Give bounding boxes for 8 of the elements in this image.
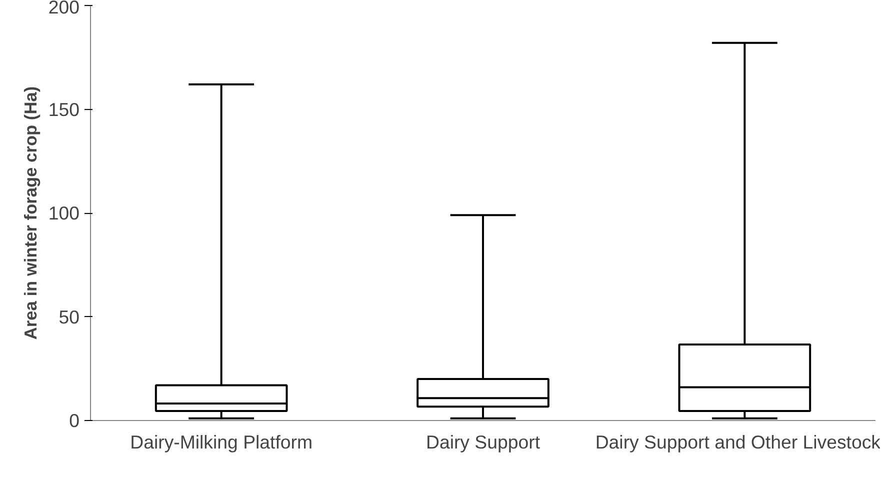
x-tick-label: Dairy Support xyxy=(426,432,541,452)
y-tick-label: 100 xyxy=(48,202,80,224)
y-tick-label: 150 xyxy=(48,98,80,120)
y-tick-label: 50 xyxy=(58,306,80,328)
x-tick-label: Dairy-Milking Platform xyxy=(130,432,313,452)
y-tick-label: 0 xyxy=(69,410,80,431)
y-axis-title: Area in winter forage crop (Ha) xyxy=(20,86,40,340)
y-tick-label: 200 xyxy=(48,0,80,18)
